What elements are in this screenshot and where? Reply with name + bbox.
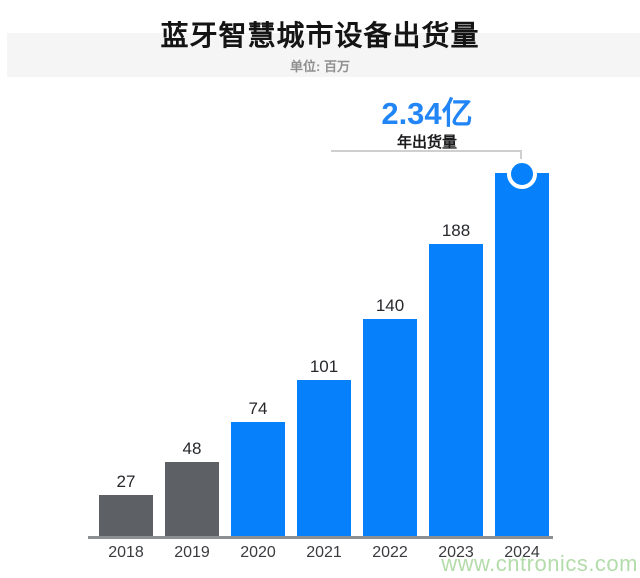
x-axis-tick-2019: 2019 xyxy=(174,544,210,561)
bar-value-label-2021: 101 xyxy=(309,357,339,376)
x-axis-tick-2024: 2024 xyxy=(504,544,540,561)
bar-value-label-2023: 188 xyxy=(441,221,471,240)
bar-value-label-2018: 27 xyxy=(116,472,136,491)
bar-2022 xyxy=(363,319,417,537)
callout-connector-vertical xyxy=(520,150,522,161)
x-axis-tick-2022: 2022 xyxy=(372,544,408,561)
bar-2019 xyxy=(165,462,219,537)
bar-2020 xyxy=(231,422,285,537)
callout-value: 2.34亿 xyxy=(381,96,473,131)
x-axis-tick-2020: 2020 xyxy=(240,544,276,561)
callout-connector-horizontal xyxy=(331,150,522,152)
x-axis-tick-2021: 2021 xyxy=(306,544,342,561)
watermark: www.cntronics.com xyxy=(441,551,638,576)
highlight-circle-marker xyxy=(507,159,537,189)
callout-label: 年出货量 xyxy=(396,134,457,151)
bar-value-label-2019: 48 xyxy=(182,439,202,458)
x-axis-tick-2023: 2023 xyxy=(438,544,474,561)
bar-2018 xyxy=(99,495,153,537)
x-axis-line xyxy=(88,536,553,539)
chart-title: 蓝牙智慧城市设备出货量 xyxy=(160,20,480,51)
bar-2023 xyxy=(429,244,483,537)
bar-2021 xyxy=(297,380,351,537)
bar-2024 xyxy=(495,173,549,537)
bar-value-label-2020: 74 xyxy=(248,399,268,418)
chart-subtitle: 单位: 百万 xyxy=(290,59,350,74)
header-band xyxy=(7,33,640,77)
bar-value-label-2022: 140 xyxy=(375,296,405,315)
x-axis-tick-2018: 2018 xyxy=(108,544,144,561)
